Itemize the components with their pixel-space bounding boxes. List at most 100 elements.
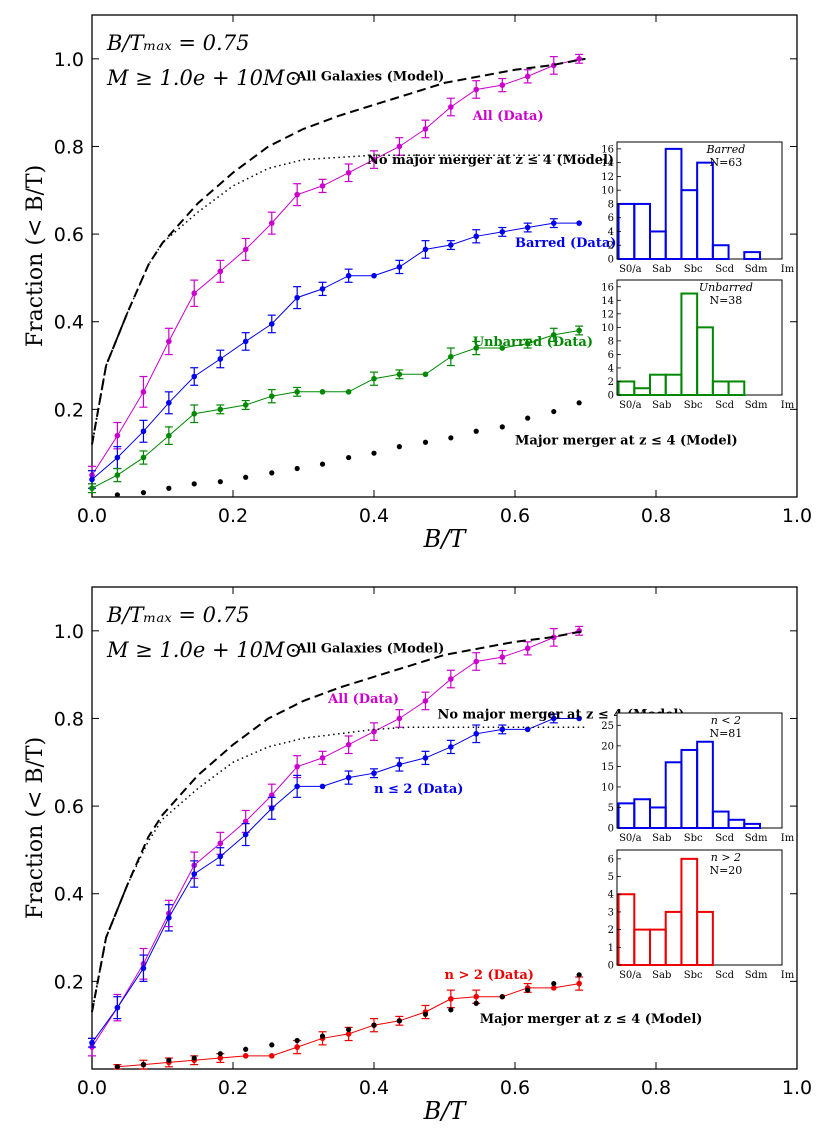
data-point-n-2-data xyxy=(345,1031,352,1037)
data-point-barred-data xyxy=(371,272,377,279)
data-point-n-2-data xyxy=(294,783,300,790)
inset-category-label: Sab xyxy=(652,833,671,844)
data-point-unbarred-data xyxy=(576,327,582,334)
inset-title: n > 2 xyxy=(711,851,741,864)
inset-category-label: Scd xyxy=(715,970,734,981)
inset-category-label: Sab xyxy=(652,264,671,275)
inset-histogram: 0 2 4 6 8 10 12 14 16 S0/a Sab Sbc Scd Sdm Im UnbarredN… xyxy=(601,279,795,411)
annotation-label: Major merger at z ≤ 4 (Model) xyxy=(515,433,738,448)
data-point-n-2-data xyxy=(242,831,249,838)
data-point-n-2-data xyxy=(576,980,582,987)
data-point-all-data xyxy=(217,268,224,275)
inset-category-label: Scd xyxy=(715,833,734,844)
data-point-unbarred-data xyxy=(294,389,300,395)
data-point-major-merger-at-z-4-model xyxy=(114,492,120,498)
inset-category-label: Im xyxy=(781,833,795,844)
data-point-n-2-data xyxy=(371,770,377,777)
data-point-barred-data xyxy=(422,246,429,253)
annotation-label: All Galaxies (Model) xyxy=(295,70,444,85)
data-point-barred-data xyxy=(396,264,403,270)
inset-y-tick-label: 1 xyxy=(608,943,614,954)
data-point-all-data xyxy=(499,82,506,88)
data-point-barred-data xyxy=(89,476,95,483)
inset-y-tick-label: 6 xyxy=(608,350,614,361)
data-point-n-2-data xyxy=(448,744,454,750)
data-point-major-merger-at-z-4-model xyxy=(140,1062,147,1068)
data-point-all-data xyxy=(217,840,224,847)
x-tick-label: 1.0 xyxy=(782,1077,812,1099)
data-point-all-data xyxy=(114,432,121,439)
data-point-n-2-data xyxy=(345,774,352,781)
data-point-unbarred-data xyxy=(396,371,403,378)
inset-y-tick-label: 3 xyxy=(608,907,614,918)
mass-cut-label: M ≥ 1.0e + 10M⊙ xyxy=(106,638,302,662)
data-point-all-data xyxy=(294,763,300,770)
data-point-barred-data xyxy=(524,224,531,231)
data-point-n-2-data xyxy=(268,1053,275,1059)
data-point-n-2-data xyxy=(217,853,224,860)
data-point-major-merger-at-z-4-model xyxy=(191,481,197,487)
data-point-major-merger-at-z-4-model xyxy=(269,1042,275,1048)
data-point-unbarred-data xyxy=(473,345,480,351)
data-point-all-data xyxy=(191,290,198,297)
annotation-label: All (Data) xyxy=(472,109,544,124)
data-point-barred-data xyxy=(345,272,352,279)
x-axis-label: B/T xyxy=(423,525,468,553)
inset-category-label: Sab xyxy=(652,970,671,981)
annotation-label: All Galaxies (Model) xyxy=(295,642,444,657)
data-point-all-data xyxy=(345,169,352,176)
data-point-n-2-data xyxy=(473,730,480,737)
data-point-major-merger-at-z-4-model xyxy=(551,408,557,415)
x-tick-label: 1.0 xyxy=(782,505,812,527)
data-point-barred-data xyxy=(576,220,582,226)
annotation-label: All (Data) xyxy=(327,692,399,707)
histogram-bar xyxy=(743,822,761,830)
inset-category-label: Sbc xyxy=(684,970,703,981)
data-point-barred-data xyxy=(140,428,147,435)
inset-histogram: 0 5 10 15 20 25 S0/a Sab Sbc Scd Sdm Im n < 2N=81 xyxy=(601,712,795,844)
x-tick-label: 0.6 xyxy=(500,505,530,527)
x-tick-label: 0.2 xyxy=(218,1077,248,1099)
data-point-barred-data xyxy=(294,294,300,301)
inset-category-label: S0/a xyxy=(619,833,642,844)
data-point-unbarred-data xyxy=(166,432,172,439)
inset-y-tick-label: 0 xyxy=(608,961,614,972)
y-tick-label: 0.6 xyxy=(54,796,84,818)
data-point-n-2-data xyxy=(396,761,403,768)
data-point-major-merger-at-z-4-model xyxy=(269,470,275,476)
histogram-bar xyxy=(696,910,714,967)
inset-y-tick-label: 6 xyxy=(608,213,614,224)
data-point-major-merger-at-z-4-model xyxy=(422,439,429,445)
inset-y-tick-label: 4 xyxy=(608,363,614,374)
data-point-all-data xyxy=(422,698,429,704)
inset-frame xyxy=(616,141,783,260)
x-axis-label: B/T xyxy=(423,1097,468,1125)
x-tick-label: 0.4 xyxy=(359,1077,389,1099)
plot-frame xyxy=(91,586,798,1070)
inset-category-label: Im xyxy=(781,970,795,981)
data-point-barred-data xyxy=(499,229,506,235)
inset-category-label: Sbc xyxy=(684,264,703,275)
data-point-all-data xyxy=(576,56,582,62)
inset-y-tick-label: 0 xyxy=(608,255,614,266)
inset-y-tick-label: 14 xyxy=(601,296,614,307)
data-point-all-data xyxy=(242,818,249,825)
y-tick-label: 0.6 xyxy=(54,224,84,246)
inset-y-tick-label: 16 xyxy=(601,144,614,155)
data-point-all-data xyxy=(448,676,454,682)
data-point-major-merger-at-z-4-model xyxy=(473,428,479,434)
annotation-label: Major merger at z ≤ 4 (Model) xyxy=(480,1012,703,1027)
data-point-all-data xyxy=(524,73,531,80)
inset-count: N=20 xyxy=(709,864,742,877)
data-point-major-merger-at-z-4-model xyxy=(396,1018,402,1024)
data-point-n-2-data xyxy=(448,996,454,1002)
inset-category-label: Sab xyxy=(652,400,671,411)
inset-category-label: Sdm xyxy=(745,264,768,275)
series-line-no-major-merger-at-z-4-model xyxy=(126,154,586,314)
inset-y-tick-label: 4 xyxy=(608,890,614,901)
bottom-panel: 0.0 0.2 0.4 0.6 0.8 1.0 0.2 0.4 0.6 0.8 1.0 B/T Frac… xyxy=(23,586,812,1125)
inset-title: Barred xyxy=(706,143,746,156)
data-point-barred-data xyxy=(191,373,198,380)
data-point-major-merger-at-z-4-model xyxy=(396,444,402,450)
x-tick-label: 0.8 xyxy=(641,1077,671,1099)
